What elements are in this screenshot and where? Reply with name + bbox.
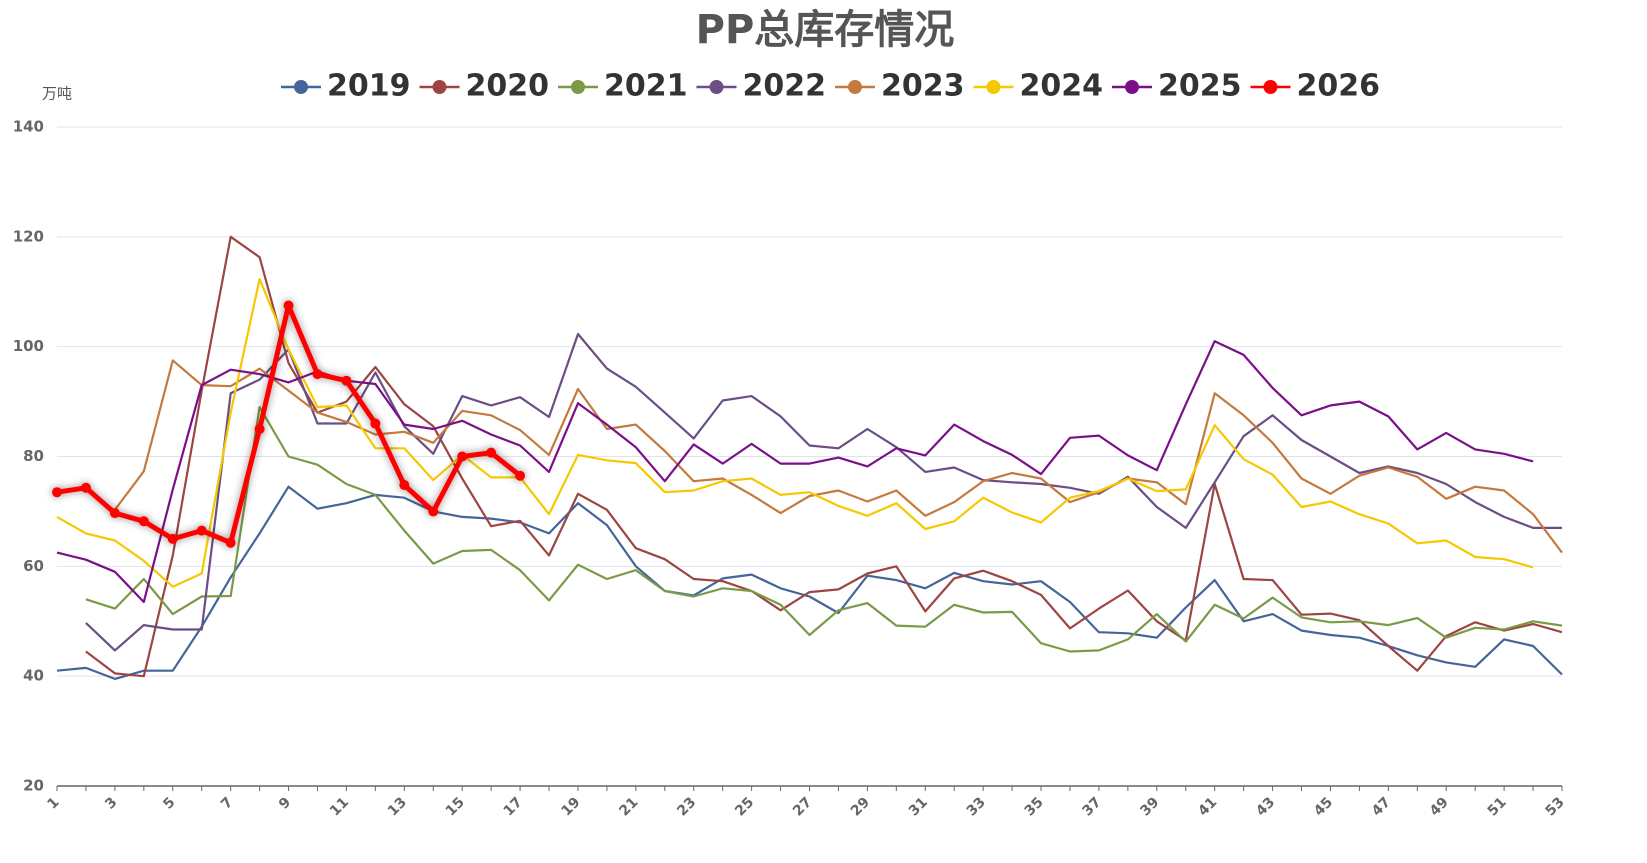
x-tick-label: 27 <box>790 794 815 819</box>
point <box>515 470 526 481</box>
series-group <box>52 300 526 548</box>
x-tick-label: 43 <box>1253 794 1278 819</box>
x-tick-label: 49 <box>1427 794 1452 819</box>
x-tick-label: 17 <box>501 794 526 819</box>
legend-label: 2019 <box>327 69 411 104</box>
legend-marker <box>294 80 308 94</box>
point <box>428 506 439 517</box>
x-tick-label: 33 <box>964 794 989 819</box>
point <box>399 480 410 491</box>
point <box>341 375 352 386</box>
x-tick-label: 9 <box>276 794 294 812</box>
x-tick-label: 39 <box>1137 794 1162 819</box>
x-tick-label: 41 <box>1195 794 1220 819</box>
y-tick-label: 100 <box>13 337 44 355</box>
x-tick-label: 23 <box>674 794 699 819</box>
point <box>370 418 381 429</box>
legend-marker <box>709 80 724 94</box>
y-tick-label: 140 <box>13 118 44 136</box>
x-tick-label: 53 <box>1543 794 1568 819</box>
series-line <box>56 340 1534 604</box>
legend-label: 2021 <box>604 69 688 104</box>
point <box>52 487 62 498</box>
series-line <box>114 359 1563 554</box>
x-tick-label: 47 <box>1369 794 1394 819</box>
legend-label: 2020 <box>466 69 550 104</box>
legend-marker <box>1125 80 1139 94</box>
x-tick-label: 7 <box>218 794 236 812</box>
series-line <box>56 278 1534 588</box>
x-tick-label: 35 <box>1022 794 1047 819</box>
point <box>80 482 91 493</box>
x-tick-label: 1 <box>44 794 62 812</box>
x-tick-label: 45 <box>1311 794 1336 819</box>
point <box>457 451 468 462</box>
x-tick-label: 11 <box>327 794 352 819</box>
point <box>486 447 497 458</box>
point <box>312 369 323 380</box>
x-tick-label: 37 <box>1079 794 1104 819</box>
legend-label: 2023 <box>881 69 965 104</box>
point <box>109 508 120 519</box>
x-tick-label: 15 <box>443 794 468 819</box>
legend-label: 2024 <box>1020 69 1104 104</box>
legend-marker <box>986 80 1001 94</box>
point <box>196 525 207 536</box>
point <box>254 424 265 435</box>
series-line <box>56 485 1563 680</box>
x-tick-label: 3 <box>102 794 120 812</box>
legend-label: 2022 <box>743 69 827 104</box>
y-tick-label: 60 <box>23 557 44 575</box>
y-tick-label: 40 <box>23 667 44 685</box>
legend-marker <box>1263 80 1278 94</box>
point <box>283 300 294 311</box>
legend-label: 2025 <box>1158 69 1242 104</box>
x-tick-label: 25 <box>732 794 757 819</box>
y-axis-label: 万吨 <box>42 85 72 103</box>
x-tick-label: 13 <box>385 794 410 819</box>
x-tick-label: 21 <box>616 794 641 819</box>
legend-marker <box>432 80 447 94</box>
point <box>167 533 178 544</box>
x-tick-label: 51 <box>1485 794 1510 819</box>
point <box>138 516 149 527</box>
y-tick-label: 80 <box>23 447 44 465</box>
series-line <box>85 406 1563 653</box>
x-tick-label: 31 <box>906 794 931 819</box>
y-tick-label: 20 <box>23 777 44 795</box>
y-tick-label: 120 <box>13 227 44 245</box>
x-tick-label: 19 <box>559 794 584 819</box>
x-tick-label: 5 <box>160 794 178 812</box>
point <box>225 537 236 548</box>
series-line <box>85 332 1562 652</box>
chart-title: PP总库存情况 <box>696 7 955 53</box>
x-tick-label: 29 <box>848 794 873 819</box>
legend-marker <box>848 80 862 94</box>
legend-label: 2026 <box>1297 69 1381 104</box>
legend-marker <box>571 80 585 94</box>
